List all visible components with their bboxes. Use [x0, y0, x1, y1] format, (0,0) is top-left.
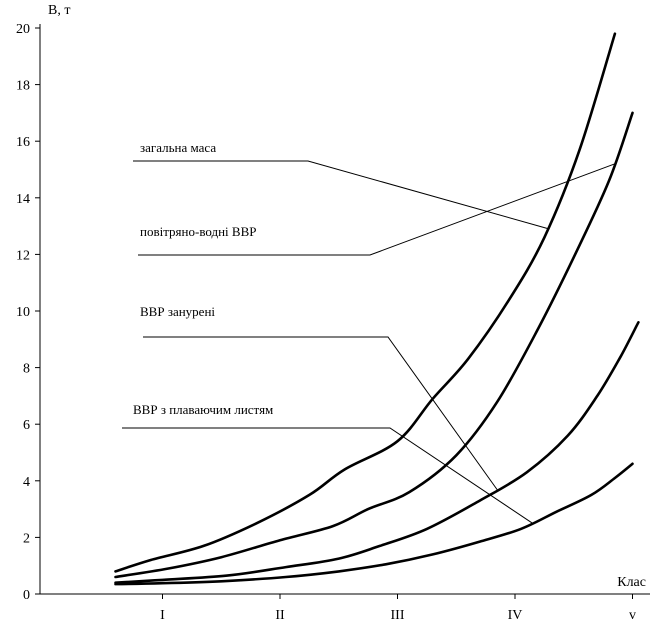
series-annotation-label: ВВР занурені: [140, 304, 215, 319]
series-annotation-label: повітряно-водні ВВР: [140, 224, 257, 239]
x-axis-label: Клас: [617, 575, 646, 590]
series-line-1: [114, 32, 617, 573]
x-tick-label: I: [160, 608, 165, 621]
series-line-3: [114, 321, 640, 584]
annotation-leader-line: [138, 163, 616, 256]
y-tick-label: 2: [23, 531, 30, 546]
x-tick-label: IV: [508, 608, 523, 621]
annotation-leader-line: [143, 336, 498, 491]
y-tick-label: 0: [23, 588, 30, 603]
y-ticks: 0 2 4 6 8 10 12 14 16 18 20: [16, 22, 40, 603]
annotation-leader-line: [122, 427, 533, 524]
x-ticks: I II III IV v: [160, 594, 636, 621]
axes: [39, 24, 650, 595]
y-tick-label: 4: [23, 475, 30, 490]
y-tick-label: 6: [23, 418, 30, 433]
x-tick-label: v: [629, 608, 636, 621]
series-annotation-label: ВВР з плаваючим листям: [133, 402, 273, 417]
y-tick-label: 10: [16, 305, 30, 320]
y-tick-label: 16: [16, 135, 30, 150]
annotations: загальна маса повітряно-водні ВВР ВВР зану…: [122, 140, 616, 524]
y-tick-label: 12: [16, 248, 30, 263]
y-axis-label: В, т: [48, 3, 70, 18]
x-tick-label: II: [275, 608, 285, 621]
x-tick-label: III: [391, 608, 405, 621]
y-tick-label: 8: [23, 362, 30, 377]
y-tick-label: 18: [16, 79, 30, 94]
series-annotation-label: загальна маса: [140, 140, 216, 155]
series-line-4: [114, 462, 634, 586]
y-tick-label: 20: [16, 22, 30, 37]
y-tick-label: 14: [16, 192, 30, 207]
series-line-2: [114, 111, 634, 579]
series-lines: [114, 32, 640, 586]
annotation-leader-line: [133, 160, 549, 230]
